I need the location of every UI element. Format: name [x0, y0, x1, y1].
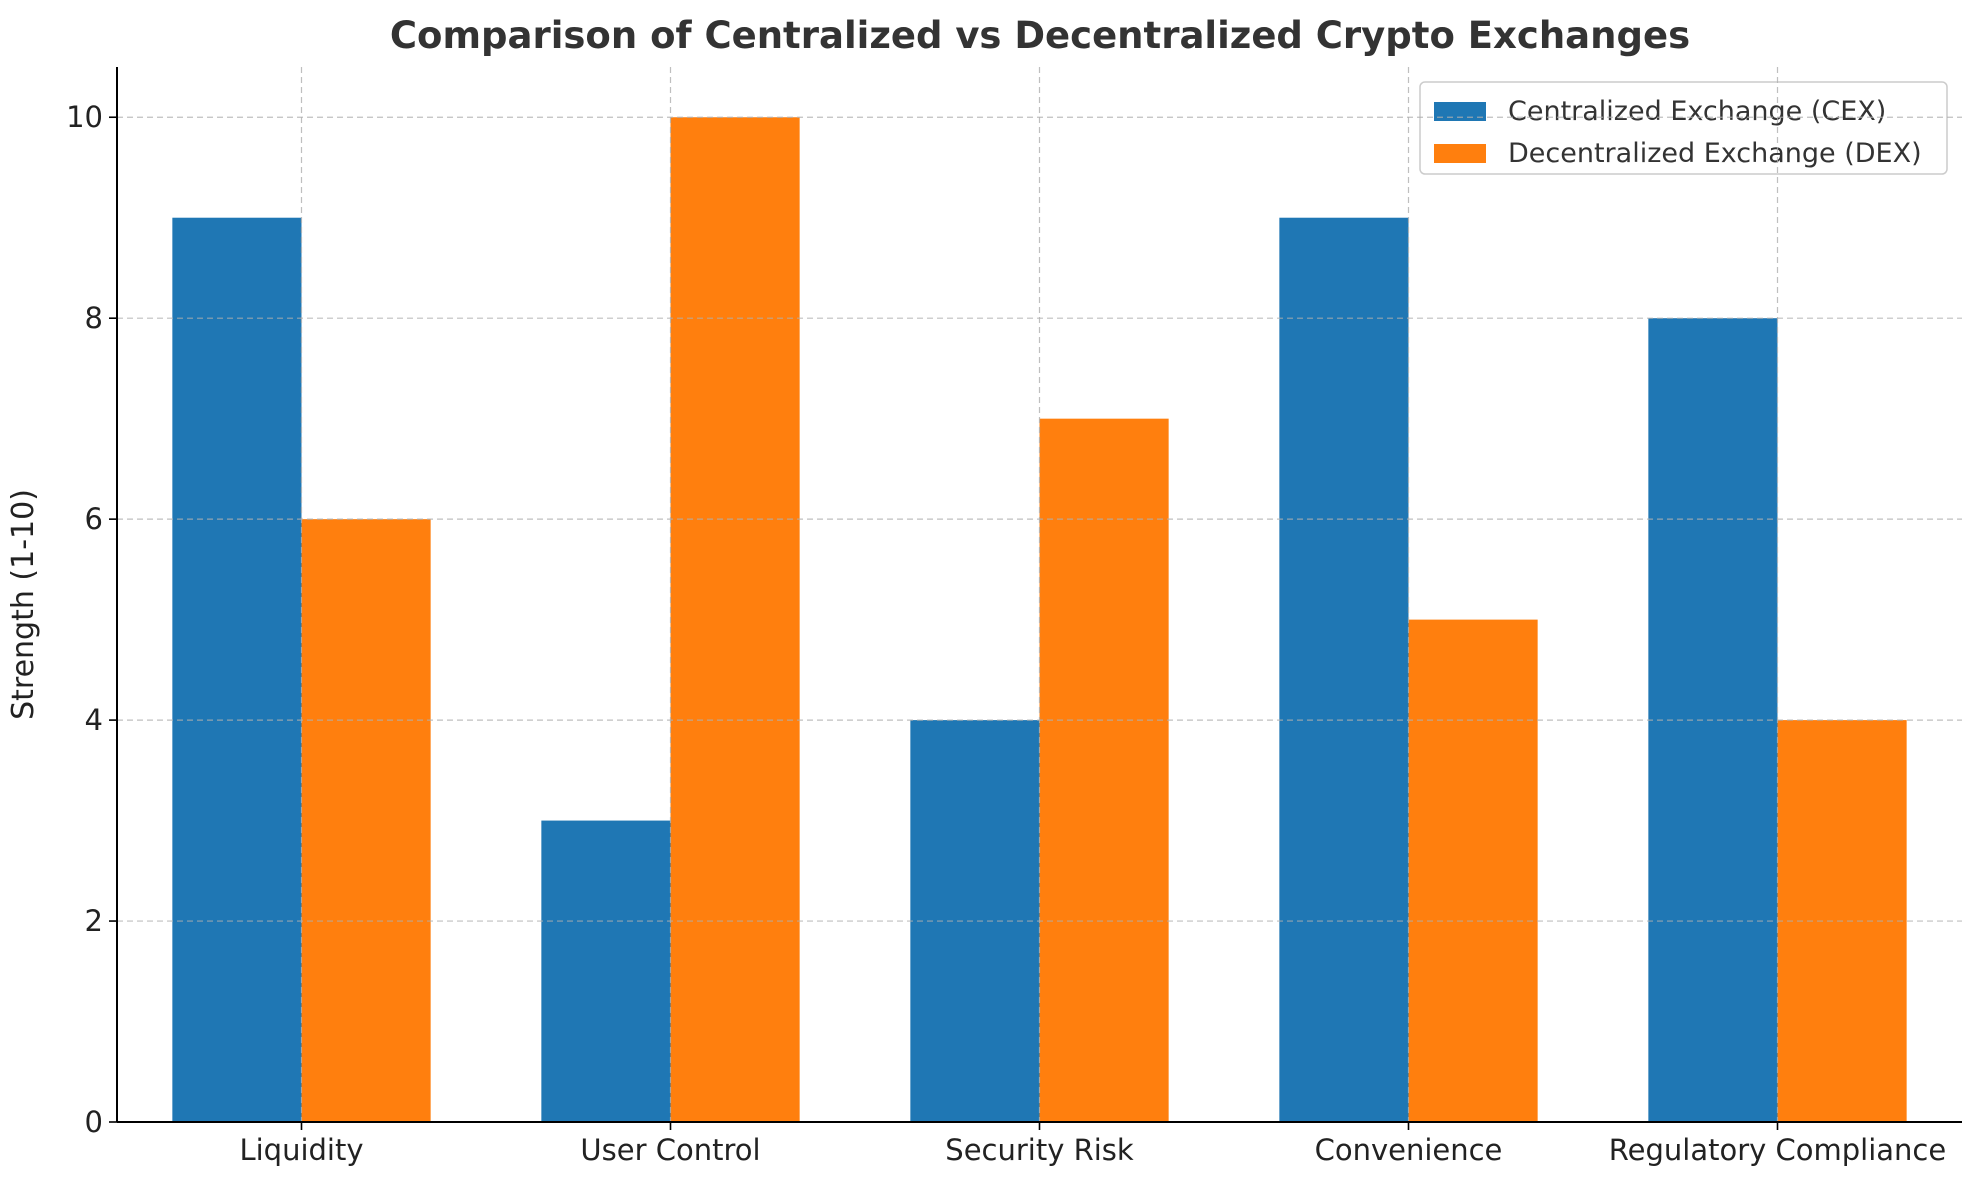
bar-dex-2	[1039, 418, 1169, 1123]
legend: Centralized Exchange (CEX) Decentralized …	[1419, 81, 1948, 175]
legend-box	[1419, 81, 1948, 175]
grid-lines	[117, 67, 1962, 1122]
bar-cex-0	[172, 217, 302, 1122]
bar-dex-1	[670, 117, 800, 1122]
chart-title: Comparison of Centralized vs Decentraliz…	[390, 14, 1690, 57]
x-tick-label-3: Convenience	[1315, 1133, 1503, 1167]
bar-dex-3	[1408, 619, 1538, 1122]
y-tick-label-2: 4	[85, 703, 103, 737]
legend-swatch-dex	[1434, 144, 1486, 163]
legend-label-cex: Centralized Exchange (CEX)	[1508, 96, 1886, 127]
y-tick-label-0: 0	[85, 1105, 103, 1139]
x-tick-label-1: User Control	[580, 1133, 760, 1167]
x-tick-label-4: Regulatory Compliance	[1609, 1133, 1946, 1167]
x-tick-label-2: Security Risk	[945, 1133, 1134, 1167]
x-tick-label-0: Liquidity	[239, 1133, 363, 1167]
tick-labels: 0 2 4 6 8 10 Liquidity User Control Security Ris…	[66, 100, 1946, 1167]
y-tick-label-4: 8	[85, 301, 103, 335]
y-tick-label-5: 10	[66, 100, 103, 134]
bar-cex-1	[541, 820, 671, 1122]
y-axis-label: Strength (1-10)	[6, 489, 41, 720]
y-tick-label-3: 6	[85, 502, 103, 536]
bar-dex-0	[301, 519, 431, 1122]
axes	[116, 67, 1962, 1123]
y-tick-label-1: 2	[85, 904, 103, 938]
legend-label-dex: Decentralized Exchange (DEX)	[1508, 138, 1922, 169]
legend-swatch-cex	[1434, 102, 1486, 121]
bar-cex-3	[1279, 217, 1409, 1122]
